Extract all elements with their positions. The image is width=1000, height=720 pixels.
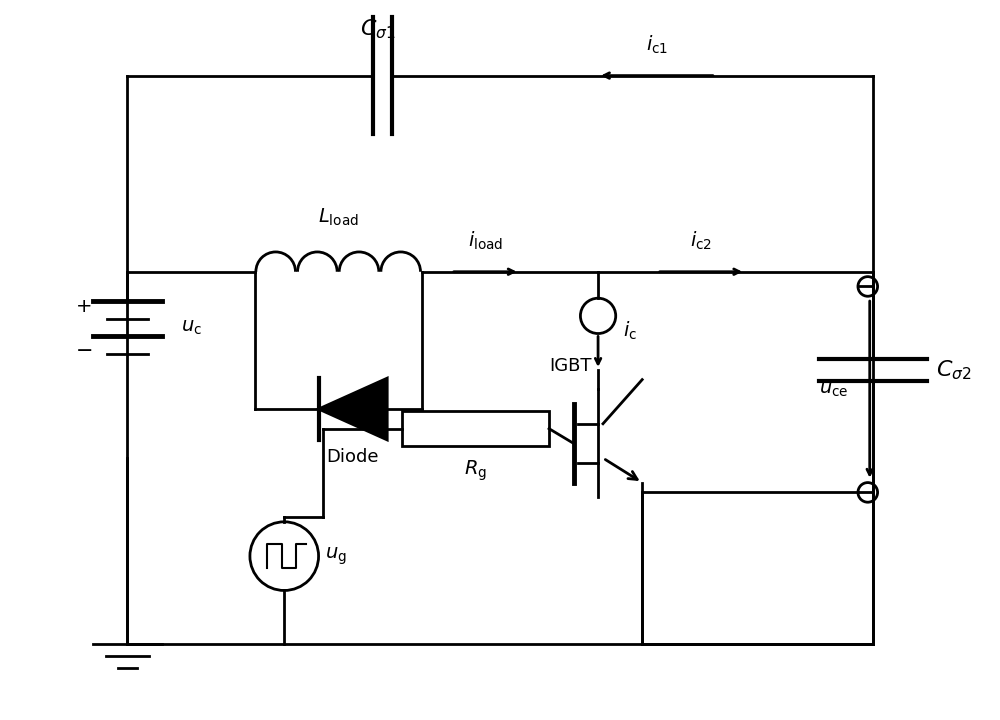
FancyBboxPatch shape <box>402 411 549 446</box>
Text: $i_{\mathrm{c1}}$: $i_{\mathrm{c1}}$ <box>646 34 668 56</box>
Text: Diode: Diode <box>327 449 379 467</box>
Polygon shape <box>319 378 387 440</box>
Text: $u_{\mathrm{ce}}$: $u_{\mathrm{ce}}$ <box>819 380 848 399</box>
Text: $R_{\mathrm{g}}$: $R_{\mathrm{g}}$ <box>464 458 487 482</box>
Text: $i_{\mathrm{c}}$: $i_{\mathrm{c}}$ <box>623 320 637 342</box>
Text: IGBT: IGBT <box>549 356 592 374</box>
Text: $L_{\mathrm{load}}$: $L_{\mathrm{load}}$ <box>318 207 359 228</box>
Text: $i_{\mathrm{load}}$: $i_{\mathrm{load}}$ <box>468 230 503 252</box>
Text: $u_{\mathrm{g}}$: $u_{\mathrm{g}}$ <box>325 545 347 567</box>
Text: $C_{\sigma 1}$: $C_{\sigma 1}$ <box>360 18 395 41</box>
Text: $-$: $-$ <box>75 339 92 359</box>
Text: $i_{\mathrm{c2}}$: $i_{\mathrm{c2}}$ <box>690 230 712 252</box>
Text: $C_{\sigma 2}$: $C_{\sigma 2}$ <box>936 358 972 382</box>
Text: $u_{\mathrm{c}}$: $u_{\mathrm{c}}$ <box>181 318 202 337</box>
Text: $+$: $+$ <box>75 297 91 315</box>
